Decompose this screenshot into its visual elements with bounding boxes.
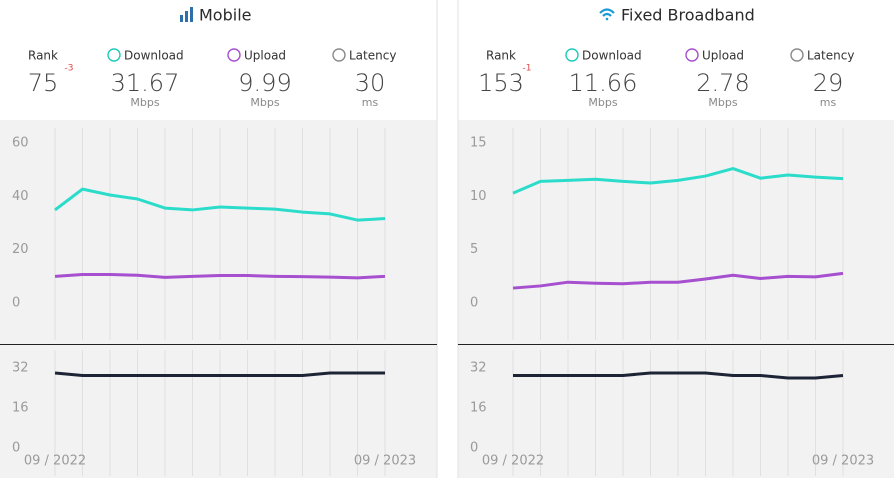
stat-unit: ms <box>362 96 379 109</box>
y-tick-label: 15 <box>470 136 487 151</box>
stat-icon <box>565 48 579 62</box>
stat-unit: Mbps <box>250 96 279 109</box>
series-line <box>54 272 386 280</box>
x-tick-label: 09 / 2023 <box>812 454 874 469</box>
panel-title: Fixed Broadband <box>621 6 755 25</box>
mobile-icon <box>180 7 193 22</box>
y-tick-label: 0 <box>470 441 478 456</box>
stat-icon <box>107 48 121 62</box>
chart-bg <box>0 120 437 478</box>
stat-label: Download <box>582 49 642 63</box>
stat-label: Rank <box>28 49 58 63</box>
chart-bg <box>458 120 894 478</box>
stat-label: Upload <box>244 49 286 63</box>
y-tick-label: 10 <box>470 189 487 204</box>
stat-unit: Mbps <box>130 96 159 109</box>
y-tick-label: 32 <box>470 361 487 376</box>
rank-change: -1 <box>523 64 532 74</box>
series-line <box>54 187 386 222</box>
stat-icon <box>332 48 346 62</box>
stat-value: 31.67 <box>111 69 180 97</box>
y-tick-label: 0 <box>12 441 20 456</box>
series-line <box>513 371 844 380</box>
y-tick-label: 0 <box>12 296 20 311</box>
y-tick-label: 16 <box>12 401 29 416</box>
stat-value: 75 <box>28 69 59 97</box>
x-tick-label: 09 / 2022 <box>24 454 86 469</box>
x-tick-label: 09 / 2022 <box>482 454 544 469</box>
stat-icon <box>685 48 699 62</box>
stat-label: Rank <box>486 49 516 63</box>
stat-unit: Mbps <box>708 96 737 109</box>
stat-value: 11.66 <box>569 69 638 97</box>
y-tick-label: 20 <box>12 242 29 257</box>
y-tick-label: 60 <box>12 136 29 151</box>
stat-label: Latency <box>349 49 396 63</box>
y-tick-label: 5 <box>470 242 478 257</box>
series-line <box>54 371 385 377</box>
stat-unit: Mbps <box>588 96 617 109</box>
stat-label: Latency <box>807 49 854 63</box>
stat-value: 30 <box>355 69 386 97</box>
series-line <box>512 271 844 290</box>
y-tick-label: 40 <box>12 189 29 204</box>
stat-value: 2.78 <box>696 69 749 97</box>
wifi-icon <box>599 8 615 21</box>
y-tick-label: 16 <box>470 401 487 416</box>
stat-value: 29 <box>813 69 844 97</box>
x-tick-label: 09 / 2023 <box>354 454 416 469</box>
panel-title: Mobile <box>199 6 251 25</box>
stat-unit: ms <box>820 96 837 109</box>
stat-value: 153 <box>478 69 524 97</box>
stat-value: 9.99 <box>238 69 291 97</box>
series-line <box>512 167 844 195</box>
stat-icon <box>790 48 804 62</box>
stat-label: Download <box>124 49 184 63</box>
rank-change: -3 <box>65 64 74 74</box>
y-tick-label: 32 <box>12 361 29 376</box>
y-tick-label: 0 <box>470 296 478 311</box>
stat-label: Upload <box>702 49 744 63</box>
stat-icon <box>227 48 241 62</box>
